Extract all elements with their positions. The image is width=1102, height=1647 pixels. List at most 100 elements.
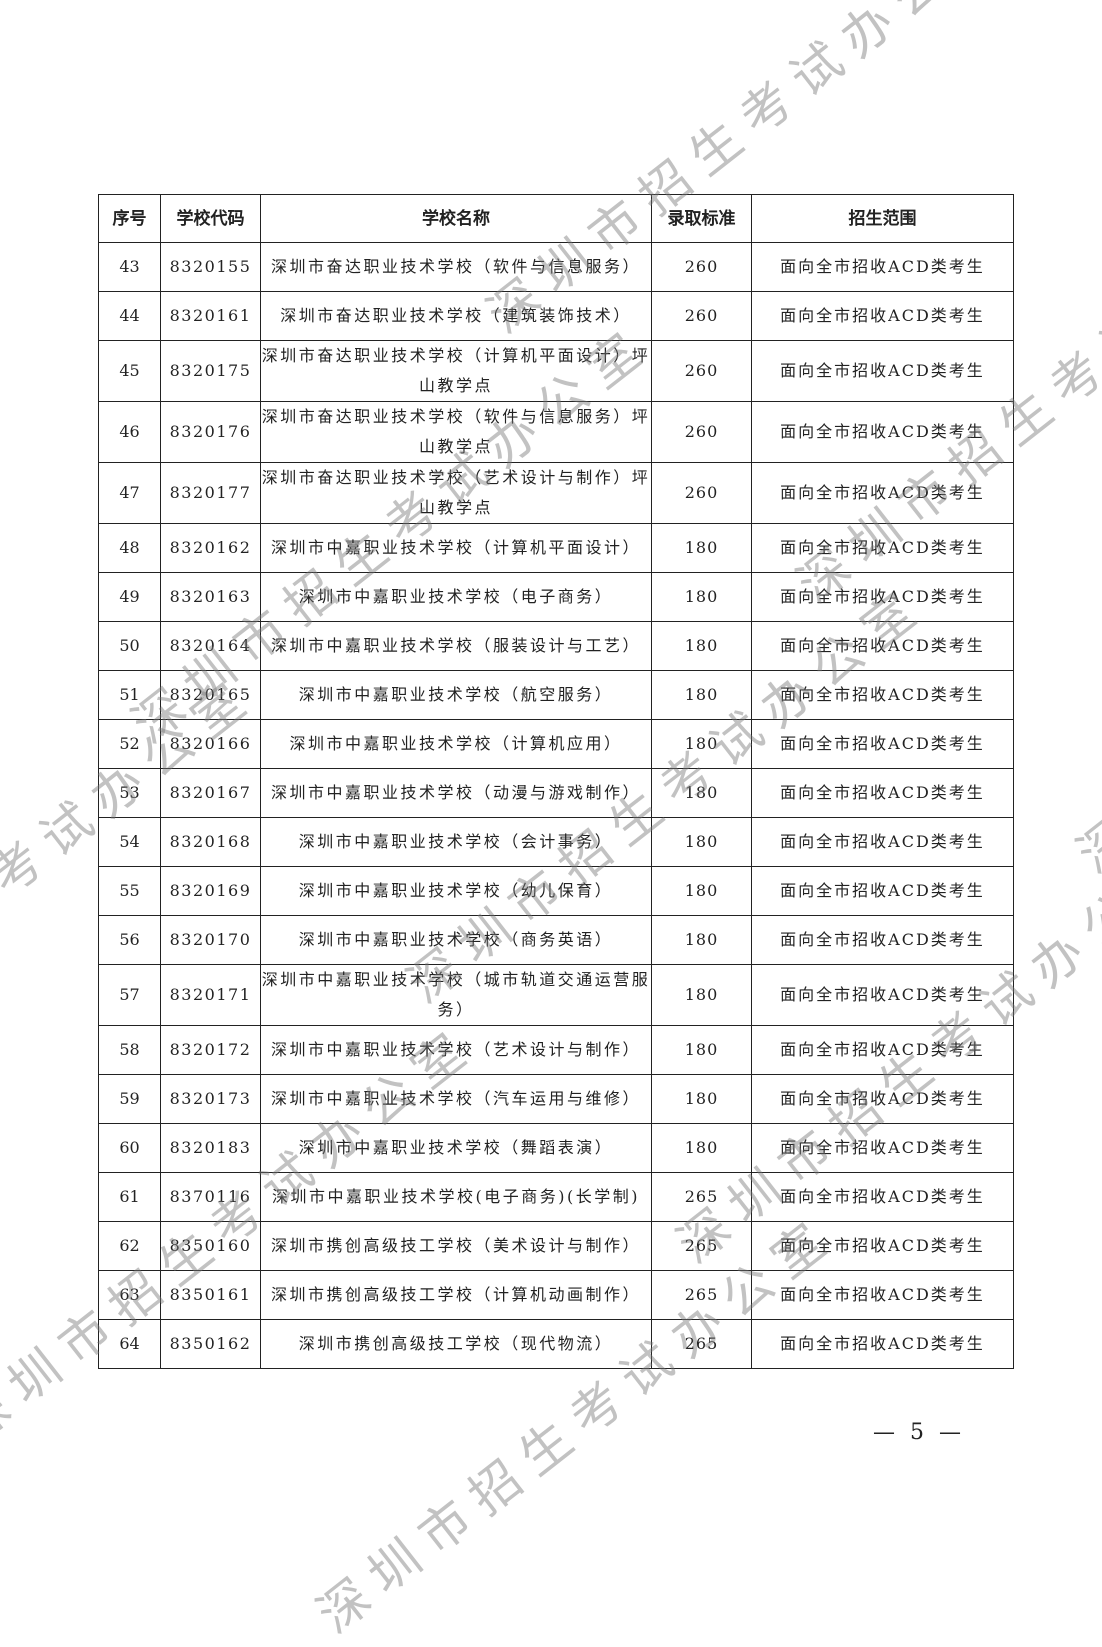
cell-standard: 260 [651,462,752,524]
cell-school-name: 深圳市奋达职业技术学校（建筑装饰技术） [260,291,652,341]
cell-code: 8320167 [160,768,261,818]
header-index: 序号 [98,194,161,243]
cell-scope: 面向全市招收ACD类考生 [751,768,1014,818]
cell-index: 58 [98,1025,161,1075]
cell-standard: 180 [651,915,752,965]
cell-standard: 180 [651,670,752,720]
header-scope: 招生范围 [751,194,1014,243]
cell-code: 8320162 [160,523,261,573]
cell-school-name: 深圳市携创高级技工学校（计算机动画制作） [260,1270,652,1320]
cell-scope: 面向全市招收ACD类考生 [751,462,1014,524]
cell-school-name: 深圳市携创高级技工学校（美术设计与制作） [260,1221,652,1271]
cell-code: 8350160 [160,1221,261,1271]
cell-code: 8320176 [160,401,261,463]
table-row: 47 8320177 深圳市奋达职业技术学校（艺术设计与制作）坪山教学点 260 面向全… [98,462,1014,524]
cell-index: 57 [98,964,161,1026]
cell-index: 59 [98,1074,161,1124]
cell-school-name: 深圳市中嘉职业技术学校（会计事务） [260,817,652,867]
cell-standard: 265 [651,1172,752,1222]
admission-table: 序号 学校代码 学校名称 录取标准 招生范围 43 8320155 深圳市奋达职业技… [98,194,1014,1369]
page-number: — 5 — [873,1420,965,1445]
cell-school-name: 深圳市中嘉职业技术学校（汽车运用与维修） [260,1074,652,1124]
cell-scope: 面向全市招收ACD类考生 [751,1025,1014,1075]
cell-code: 8320183 [160,1123,261,1173]
cell-standard: 180 [651,523,752,573]
cell-code: 8320161 [160,291,261,341]
cell-code: 8320177 [160,462,261,524]
table-row: 54 8320168 深圳市中嘉职业技术学校（会计事务） 180 面向全市招收ACD类考… [98,817,1014,867]
cell-code: 8320172 [160,1025,261,1075]
cell-code: 8320155 [160,242,261,292]
cell-index: 49 [98,572,161,622]
table-row: 51 8320165 深圳市中嘉职业技术学校（航空服务） 180 面向全市招收ACD类考… [98,670,1014,720]
cell-index: 54 [98,817,161,867]
header-code: 学校代码 [160,194,261,243]
cell-index: 64 [98,1319,161,1369]
cell-school-name: 深圳市奋达职业技术学校（软件与信息服务）坪山教学点 [260,401,652,463]
cell-index: 46 [98,401,161,463]
table-row: 56 8320170 深圳市中嘉职业技术学校（商务英语） 180 面向全市招收ACD类考… [98,915,1014,965]
cell-standard: 180 [651,1123,752,1173]
cell-index: 44 [98,291,161,341]
cell-index: 51 [98,670,161,720]
cell-scope: 面向全市招收ACD类考生 [751,1270,1014,1320]
cell-standard: 260 [651,401,752,463]
table-row: 63 8350161 深圳市携创高级技工学校（计算机动画制作） 265 面向全市招收AC… [98,1270,1014,1320]
cell-scope: 面向全市招收ACD类考生 [751,572,1014,622]
cell-index: 48 [98,523,161,573]
table-row: 43 8320155 深圳市奋达职业技术学校（软件与信息服务） 260 面向全市招收AC… [98,242,1014,292]
cell-standard: 260 [651,242,752,292]
cell-school-name: 深圳市奋达职业技术学校（计算机平面设计）坪山教学点 [260,340,652,402]
cell-code: 8370116 [160,1172,261,1222]
cell-code: 8350162 [160,1319,261,1369]
cell-school-name: 深圳市中嘉职业技术学校（航空服务） [260,670,652,720]
cell-code: 8320166 [160,719,261,769]
cell-scope: 面向全市招收ACD类考生 [751,670,1014,720]
table-row: 60 8320183 深圳市中嘉职业技术学校（舞蹈表演） 180 面向全市招收ACD类考… [98,1123,1014,1173]
table-row: 58 8320172 深圳市中嘉职业技术学校（艺术设计与制作） 180 面向全市招收AC… [98,1025,1014,1075]
cell-standard: 180 [651,572,752,622]
cell-index: 56 [98,915,161,965]
cell-standard: 180 [651,621,752,671]
cell-scope: 面向全市招收ACD类考生 [751,523,1014,573]
header-row: 序号 学校代码 学校名称 录取标准 招生范围 [98,194,1014,243]
cell-scope: 面向全市招收ACD类考生 [751,621,1014,671]
cell-school-name: 深圳市中嘉职业技术学校（计算机应用） [260,719,652,769]
table-row: 48 8320162 深圳市中嘉职业技术学校（计算机平面设计） 180 面向全市招收AC… [98,523,1014,573]
cell-school-name: 深圳市奋达职业技术学校（软件与信息服务） [260,242,652,292]
cell-school-name: 深圳市中嘉职业技术学校（动漫与游戏制作） [260,768,652,818]
cell-code: 8320171 [160,964,261,1026]
cell-index: 52 [98,719,161,769]
cell-scope: 面向全市招收ACD类考生 [751,1172,1014,1222]
cell-standard: 260 [651,340,752,402]
cell-index: 45 [98,340,161,402]
table-row: 59 8320173 深圳市中嘉职业技术学校（汽车运用与维修） 180 面向全市招收AC… [98,1074,1014,1124]
table-row: 45 8320175 深圳市奋达职业技术学校（计算机平面设计）坪山教学点 260 面向全… [98,340,1014,402]
cell-index: 47 [98,462,161,524]
cell-school-name: 深圳市中嘉职业技术学校（电子商务） [260,572,652,622]
cell-scope: 面向全市招收ACD类考生 [751,340,1014,402]
cell-index: 63 [98,1270,161,1320]
cell-scope: 面向全市招收ACD类考生 [751,242,1014,292]
cell-standard: 265 [651,1319,752,1369]
cell-code: 8320175 [160,340,261,402]
cell-index: 62 [98,1221,161,1271]
cell-standard: 265 [651,1221,752,1271]
cell-code: 8320168 [160,817,261,867]
cell-index: 61 [98,1172,161,1222]
cell-standard: 180 [651,866,752,916]
table-row: 62 8350160 深圳市携创高级技工学校（美术设计与制作） 265 面向全市招收AC… [98,1221,1014,1271]
cell-scope: 面向全市招收ACD类考生 [751,1123,1014,1173]
header-standard: 录取标准 [651,194,752,243]
table-row: 61 8370116 深圳市中嘉职业技术学校(电子商务)(长学制) 265 面向全市招收… [98,1172,1014,1222]
table-row: 64 8350162 深圳市携创高级技工学校（现代物流） 265 面向全市招收ACD类考… [98,1319,1014,1369]
cell-code: 8320164 [160,621,261,671]
cell-school-name: 深圳市中嘉职业技术学校（商务英语） [260,915,652,965]
cell-scope: 面向全市招收ACD类考生 [751,401,1014,463]
cell-index: 50 [98,621,161,671]
cell-index: 55 [98,866,161,916]
watermark: 深圳市招生考试办公室 [1066,444,1102,885]
table-row: 44 8320161 深圳市奋达职业技术学校（建筑装饰技术） 260 面向全市招收ACD… [98,291,1014,341]
cell-standard: 180 [651,964,752,1026]
cell-code: 8320165 [160,670,261,720]
